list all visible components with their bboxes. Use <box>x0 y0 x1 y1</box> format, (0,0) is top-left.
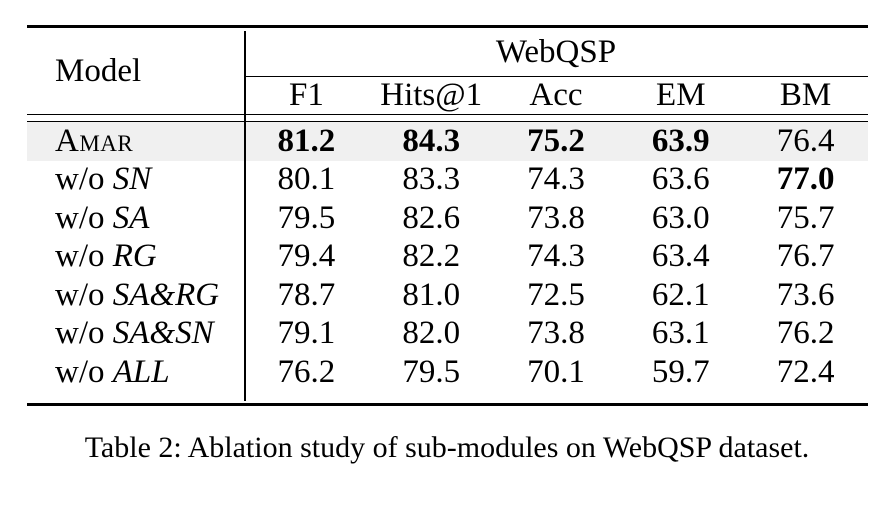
metric-header-hits-1: Hits@1 <box>380 77 483 113</box>
row-label-term: RG <box>112 238 157 275</box>
metric-header-em: EM <box>656 77 706 113</box>
metric-value: 73.8 <box>527 199 585 236</box>
metric-value: 73.6 <box>776 276 835 313</box>
metric-value: 82.6 <box>402 199 461 236</box>
metric-value: 63.0 <box>651 199 710 236</box>
metric-value: 63.1 <box>651 315 710 352</box>
metric-value: 76.4 <box>776 122 835 159</box>
metric-value: 82.0 <box>402 315 461 352</box>
metric-value: 76.2 <box>776 315 835 352</box>
metric-value: 79.5 <box>277 199 336 236</box>
table-row: w/o SA&RG 78.7 81.0 72.5 62.1 73.6 <box>27 276 868 315</box>
table-row: w/o SA&SN 79.1 82.0 73.8 63.1 76.2 <box>27 315 868 354</box>
metric-value: 76.7 <box>776 238 835 275</box>
header-double-rule <box>27 114 868 122</box>
ablation-table: Model WebQSP F1 Hits@1 Acc EM BM Amar 81.2 84.… <box>27 25 868 406</box>
metric-value: 72.5 <box>527 276 585 313</box>
table-row: Amar 81.2 84.3 75.2 63.9 76.4 <box>27 122 868 161</box>
row-label-term: SA&SN <box>112 315 214 352</box>
metric-value: 79.4 <box>277 238 336 275</box>
metric-value: 62.1 <box>651 276 710 313</box>
metric-value: 75.2 <box>527 122 585 159</box>
metric-header-bm: BM <box>779 77 832 113</box>
metric-value: 72.4 <box>776 353 835 390</box>
metric-value: 82.2 <box>402 238 461 275</box>
row-label: w/o SA&SN <box>27 317 244 350</box>
row-label: w/o SA <box>27 199 244 236</box>
row-label: w/o RG <box>27 240 244 273</box>
row-label-term: SA&RG <box>112 276 220 313</box>
row-label-prefix: w/o <box>55 276 113 313</box>
metric-header-group: WebQSP F1 Hits@1 Acc EM BM <box>244 28 868 114</box>
table-row: w/o RG 79.4 82.2 74.3 63.4 76.7 <box>27 238 868 277</box>
metric-value: 77.0 <box>776 161 835 198</box>
metric-value: 80.1 <box>277 161 336 198</box>
row-label: w/o SN <box>27 163 244 196</box>
metric-value: 76.2 <box>277 353 336 390</box>
row-label-term: Amar <box>55 122 134 159</box>
group-header-webqsp: WebQSP <box>244 28 868 77</box>
metric-value: 73.8 <box>527 315 585 352</box>
metric-value: 74.3 <box>527 161 585 198</box>
table-bottom-rule <box>27 402 868 406</box>
metric-value: 70.1 <box>527 353 585 390</box>
metric-value: 83.3 <box>402 161 461 198</box>
metric-value: 63.6 <box>651 161 710 198</box>
row-label-prefix: w/o <box>55 238 113 275</box>
metric-value: 78.7 <box>277 276 336 313</box>
metric-value: 79.5 <box>402 353 461 390</box>
column-divider-line <box>244 31 246 401</box>
row-label-prefix: w/o <box>55 353 113 390</box>
row-label: w/o SA&RG <box>27 276 244 313</box>
table-body: Amar 81.2 84.3 75.2 63.9 76.4 w/o SN 80.1 83.3 74… <box>27 122 868 403</box>
table-row: w/o SN 80.1 83.3 74.3 63.6 77.0 <box>27 161 868 200</box>
metric-header-acc: Acc <box>529 77 583 113</box>
metric-value: 75.7 <box>776 199 835 236</box>
row-label-term: SN <box>112 161 152 198</box>
metric-value: 63.4 <box>651 238 710 275</box>
model-column-header: Model <box>55 52 142 89</box>
row-label-prefix: w/o <box>55 315 113 352</box>
metric-value: 81.0 <box>402 276 461 313</box>
metric-value: 84.3 <box>402 122 461 159</box>
metric-value: 63.9 <box>651 122 710 159</box>
row-label-term: SA <box>112 199 150 236</box>
row-label-prefix: w/o <box>55 199 113 236</box>
metric-value: 79.1 <box>277 315 336 352</box>
table-top-rule <box>27 25 868 28</box>
row-label: w/o ALL <box>27 353 244 390</box>
metric-header-f1: F1 <box>288 77 324 113</box>
table-row: w/o SA 79.5 82.6 73.8 63.0 75.7 <box>27 199 868 238</box>
table-caption: Table 2: Ablation study of sub-modules o… <box>84 431 810 464</box>
row-label-term: ALL <box>112 353 170 390</box>
table-header: Model WebQSP F1 Hits@1 Acc EM BM <box>27 28 868 114</box>
metric-header-row: F1 Hits@1 Acc EM BM <box>244 77 868 114</box>
metric-value: 81.2 <box>277 122 336 159</box>
row-label: Amar <box>27 122 244 159</box>
metric-value: 74.3 <box>527 238 585 275</box>
metric-value: 59.7 <box>651 353 710 390</box>
row-label-prefix: w/o <box>55 161 113 198</box>
table-row: w/o ALL 76.2 79.5 70.1 59.7 72.4 <box>27 353 868 392</box>
